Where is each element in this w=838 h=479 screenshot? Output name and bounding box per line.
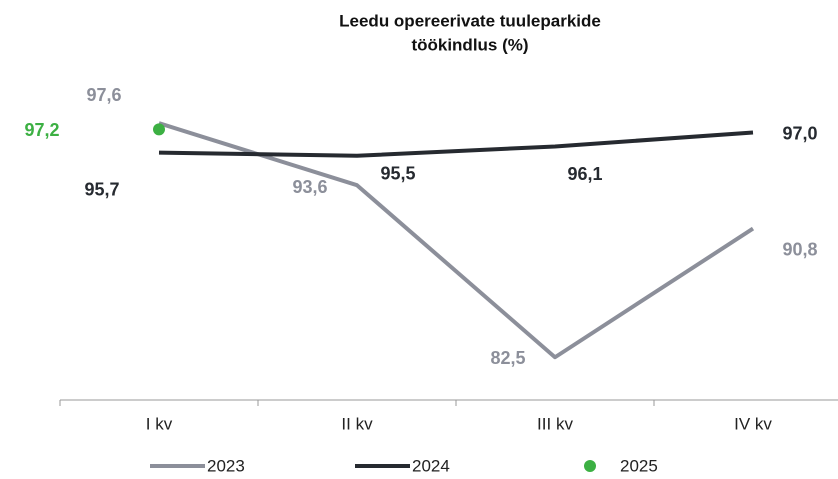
data-label: 90,8 (782, 239, 817, 259)
data-label: 93,6 (292, 177, 327, 197)
x-tick-label: I kv (146, 414, 173, 433)
data-label: 95,7 (84, 179, 119, 199)
x-tick-label: II kv (341, 414, 373, 433)
legend-swatch (584, 460, 596, 472)
data-label: 97,2 (24, 120, 59, 140)
legend-label: 2024 (412, 456, 450, 475)
legend-label: 2023 (207, 456, 245, 475)
data-label: 97,0 (782, 123, 817, 143)
series-line (158, 121, 755, 360)
series-line (158, 130, 754, 158)
chart-title: Leedu opereerivate tuuleparkide (339, 11, 601, 30)
legend-label: 2025 (620, 456, 658, 475)
data-label: 95,5 (380, 164, 415, 184)
series-point (153, 123, 165, 136)
chart-title: töökindlus (%) (411, 35, 528, 54)
data-label: 96,1 (567, 164, 602, 184)
x-tick-label: III kv (537, 414, 573, 433)
data-label: 97,6 (86, 85, 121, 105)
x-tick-label: IV kv (734, 414, 772, 433)
data-label: 82,5 (490, 348, 525, 368)
